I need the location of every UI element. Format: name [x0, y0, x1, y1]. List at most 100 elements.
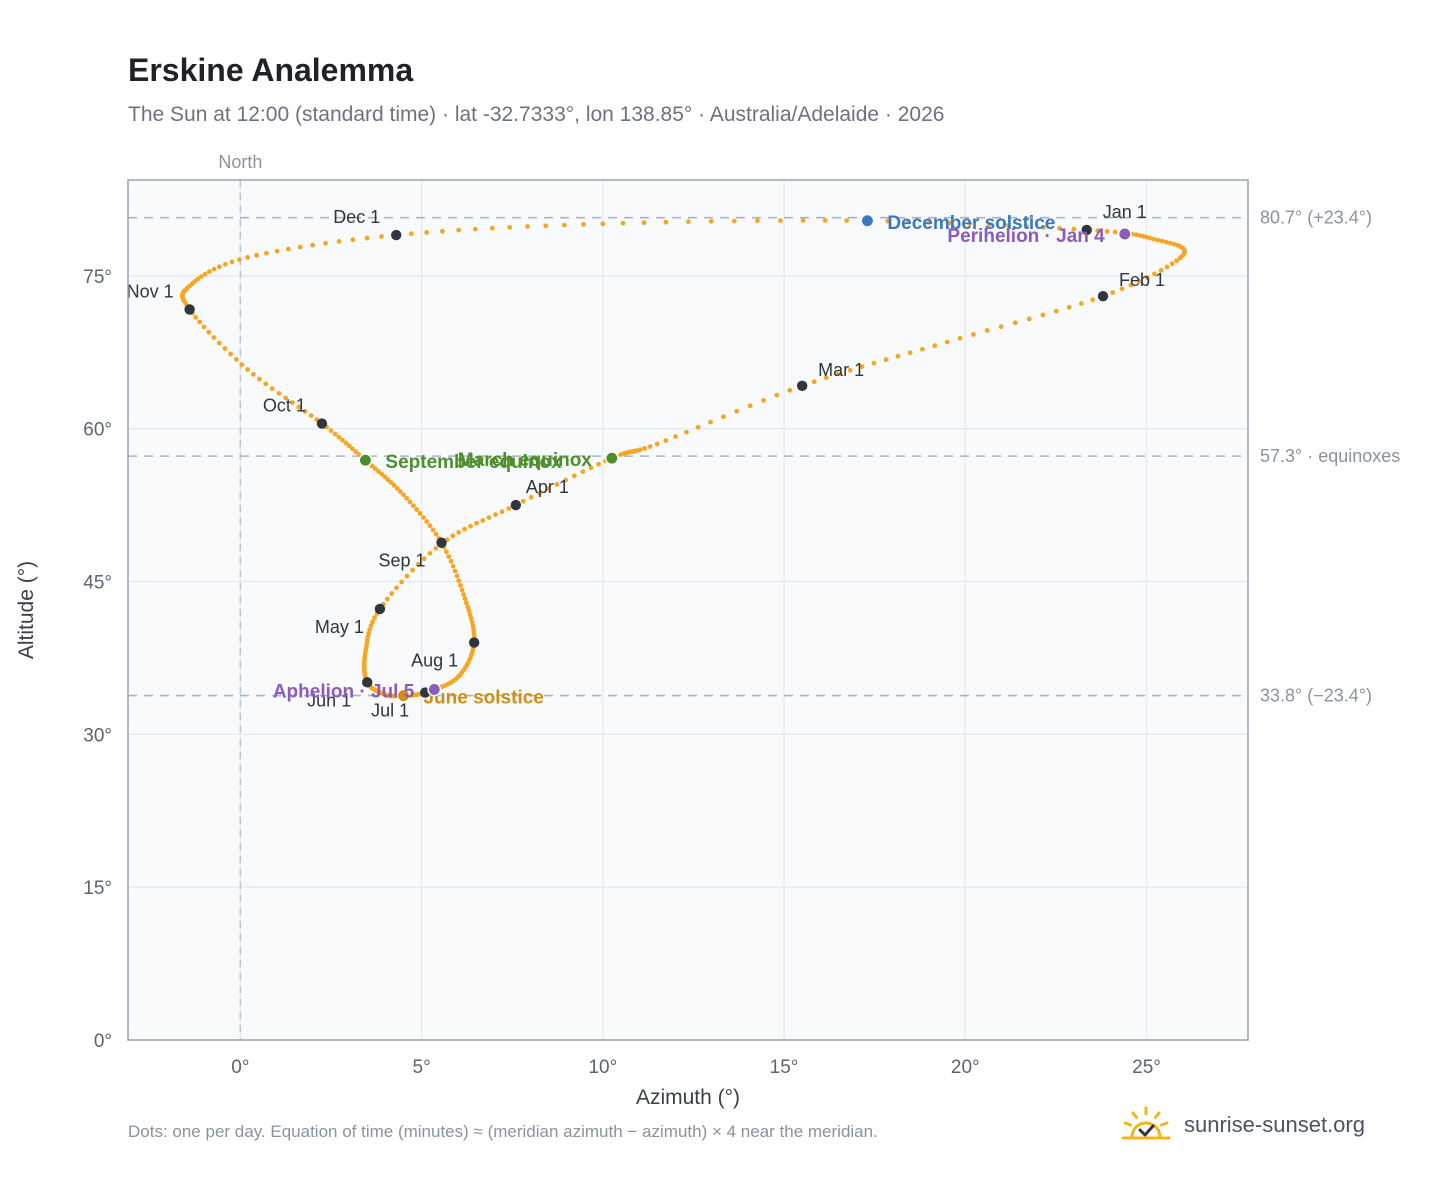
daily-dot [228, 351, 234, 357]
month-marker [468, 637, 480, 648]
y-axis-title: Altitude (°) [15, 561, 38, 659]
daily-dot [835, 371, 841, 377]
daily-dot [456, 530, 462, 535]
month-label: Sep 1 [378, 551, 425, 571]
daily-dot [1112, 229, 1118, 235]
daily-dot [708, 218, 714, 224]
daily-dot [967, 221, 973, 227]
daily-dot [382, 474, 388, 480]
month-label: May 1 [315, 617, 364, 637]
daily-dot [1136, 278, 1142, 284]
daily-dot [421, 556, 427, 562]
daily-dot [421, 515, 426, 520]
plot-frame [127, 179, 1249, 1041]
month-marker [184, 304, 195, 315]
daily-dot [454, 573, 460, 579]
month-label: Jun 1 [307, 690, 351, 710]
daily-dot [580, 469, 586, 475]
daily-dot [1177, 255, 1183, 261]
daily-dot [410, 567, 415, 573]
month-label: Dec 1 [333, 207, 380, 227]
y-tick-label: 45° [83, 572, 112, 593]
month-label: Apr 1 [526, 477, 569, 497]
month-label: Nov 1 [127, 281, 174, 301]
reference-lines: North 80.7° (+23.4°) 57.3° · equinoxes 33.8… [128, 152, 1400, 1040]
month-label: Mar 1 [818, 360, 864, 380]
daily-dot [296, 404, 302, 410]
daily-dot [464, 600, 469, 606]
daily-dot [424, 230, 430, 235]
daily-dot [461, 592, 467, 597]
daily-dot [1071, 226, 1077, 232]
daily-dot [480, 518, 486, 523]
daily-dot [1040, 312, 1046, 318]
daily-dot [417, 511, 423, 516]
daily-dot [399, 579, 405, 585]
daily-dot [472, 226, 478, 232]
daily-dot [237, 257, 242, 263]
daily-dot [859, 364, 865, 370]
daily-dot [323, 240, 329, 246]
brand[interactable]: sunrise-sunset.org [1120, 1100, 1365, 1150]
x-tick-label: 25° [1132, 1057, 1161, 1078]
daily-dot [563, 477, 569, 483]
daily-dot [654, 441, 660, 447]
daily-dot [206, 269, 212, 275]
daily-dot [440, 228, 445, 234]
reference-line-label: 80.7° (+23.4°) [1260, 208, 1372, 228]
daily-dot [274, 248, 280, 254]
daily-dot [926, 219, 932, 225]
daily-dot [1159, 238, 1165, 244]
daily-dot [346, 443, 352, 449]
daily-dot [489, 225, 495, 231]
daily-dot [1026, 316, 1032, 322]
daily-dot [276, 390, 282, 396]
daily-dot [450, 533, 456, 539]
daily-dot [1110, 290, 1116, 295]
daily-dot [427, 523, 433, 529]
daily-dot [222, 261, 228, 267]
daily-dot [285, 246, 291, 252]
daily-dot [452, 568, 458, 574]
x-tick-label: 0° [231, 1057, 249, 1078]
daily-dot [257, 376, 262, 382]
brand-name[interactable]: sunrise-sunset.org [1184, 1112, 1365, 1137]
month-label: Aug 1 [411, 651, 458, 671]
event-label: September equinox [385, 452, 562, 473]
daily-dot [1158, 267, 1164, 273]
daily-dot [430, 527, 436, 533]
daily-dot [376, 469, 381, 474]
daily-dot [391, 482, 397, 488]
daily-dot [245, 367, 251, 372]
daily-dot [708, 419, 713, 425]
daily-dot [1104, 228, 1110, 234]
daily-dot [368, 623, 374, 629]
daily-dot [1167, 240, 1173, 246]
y-tick-label: 0° [94, 1031, 112, 1052]
daily-dot [647, 444, 653, 449]
event-marker [604, 451, 619, 466]
daily-dot [369, 463, 375, 469]
daily-dot [684, 429, 689, 435]
daily-dot [410, 503, 416, 509]
daily-dot [384, 596, 390, 602]
daily-dot [1163, 239, 1169, 245]
daily-dot [580, 222, 586, 227]
event-marker [358, 453, 373, 468]
daily-dot [520, 498, 526, 504]
event-label: December solstice [887, 213, 1055, 234]
event-marker [427, 682, 442, 697]
month-label: Feb 1 [1119, 270, 1165, 290]
daily-dot [229, 259, 235, 265]
daily-dot [216, 340, 222, 346]
plot-background [128, 180, 1248, 1040]
daily-dot [459, 587, 465, 593]
event-label: March equinox [458, 450, 593, 471]
x-tick-label: 5° [413, 1057, 431, 1078]
daily-dot [1012, 320, 1018, 326]
x-tick-label: 10° [588, 1057, 617, 1078]
month-marker [362, 677, 373, 688]
event-marker [860, 213, 875, 228]
daily-dot [507, 224, 513, 230]
daily-dot [217, 264, 222, 270]
